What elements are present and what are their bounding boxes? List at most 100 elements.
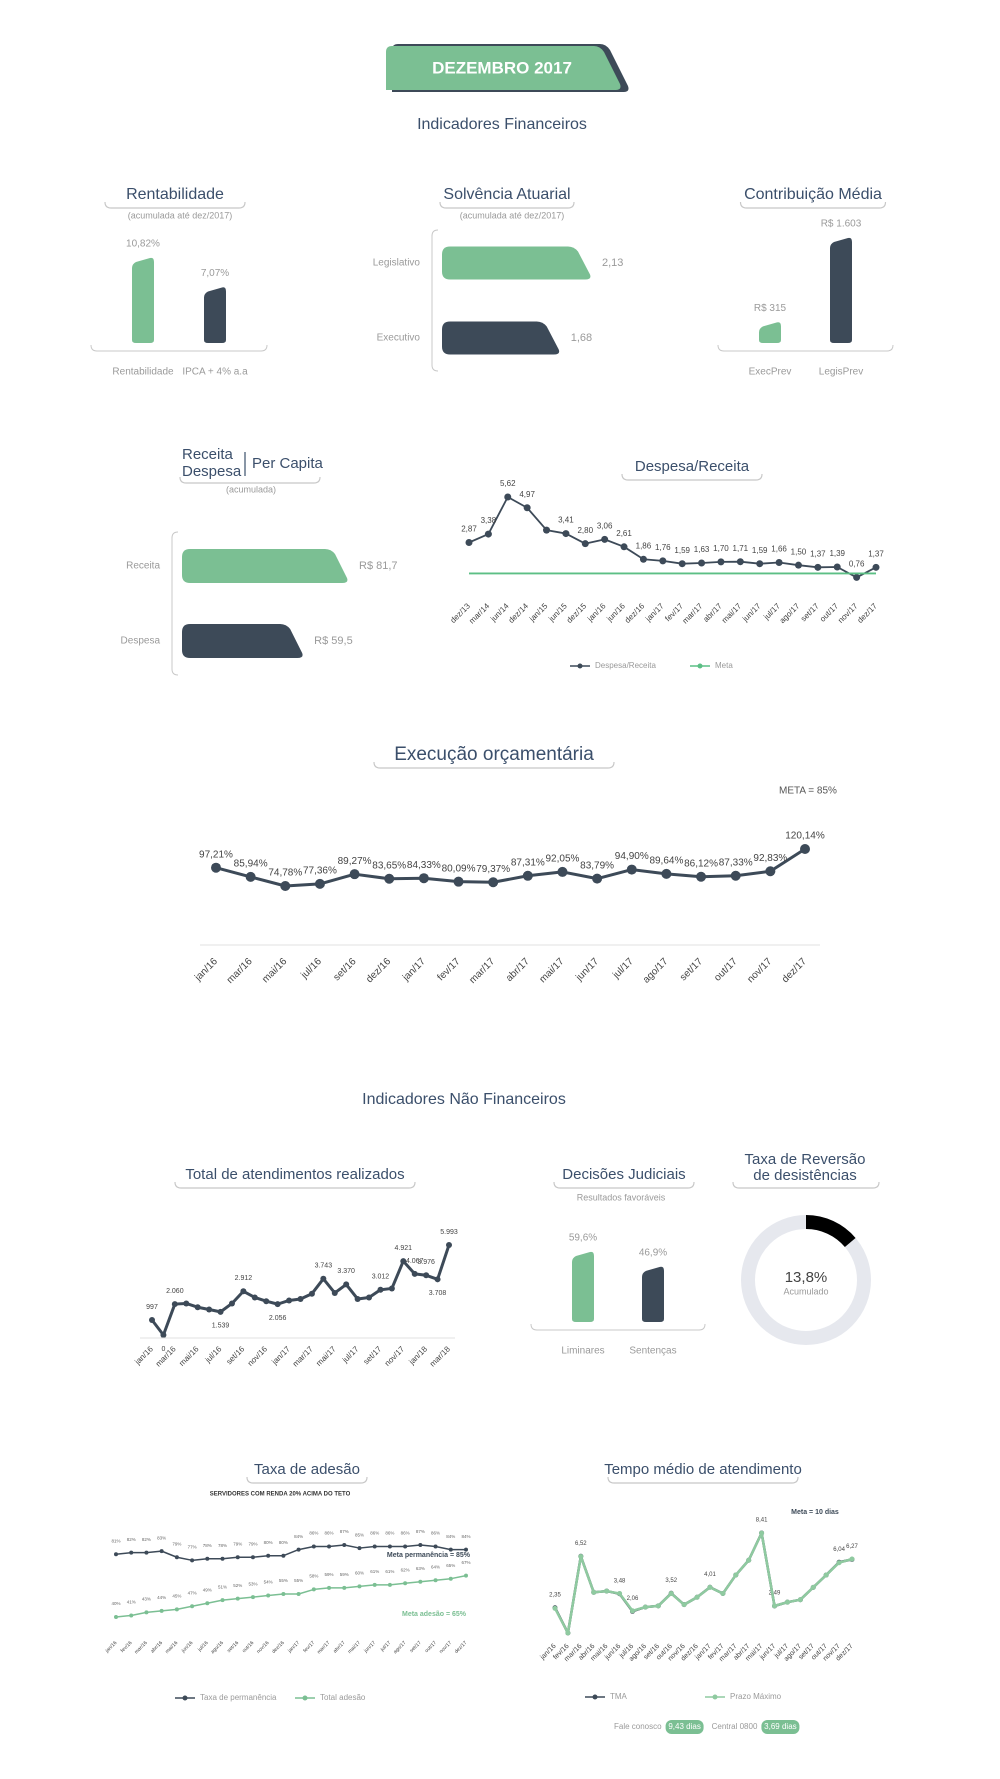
axis-bracket [717, 344, 894, 352]
point [251, 1294, 258, 1301]
point [320, 1275, 327, 1282]
value-label: 7,07% [201, 268, 229, 279]
point [266, 1553, 271, 1558]
value-label: 2.056 [269, 1315, 287, 1322]
category-label: Despesa [121, 636, 161, 647]
line [553, 1531, 853, 1635]
value-label: 2,80 [577, 526, 593, 535]
x-tick-label: jan/16 [192, 956, 220, 984]
value-label: 86% [309, 1531, 318, 1536]
value-label: 87% [340, 1529, 349, 1534]
value-label: 83,65% [372, 860, 406, 871]
x-tick-label: nov/16 [246, 1344, 270, 1368]
point [581, 540, 589, 548]
point [114, 1552, 118, 1557]
x-tick-label: ago/17 [778, 601, 802, 625]
x-tick-label: dez/14 [507, 601, 531, 625]
x-tick-label: out/16 [241, 1640, 255, 1654]
value-label: 2,87 [461, 525, 477, 534]
point [403, 1581, 408, 1586]
value-label: 1,37 [868, 549, 884, 558]
value-label: 10,82% [126, 239, 160, 250]
value-label: 1,86 [636, 541, 652, 550]
point [853, 573, 861, 581]
value-label: 5.993 [440, 1229, 458, 1236]
point [281, 1592, 286, 1597]
point [800, 844, 810, 854]
point [464, 1573, 468, 1578]
value-label: 55% [294, 1578, 303, 1583]
point [604, 1588, 610, 1594]
value-label: 87,31% [511, 857, 545, 868]
value-label: 58% [309, 1574, 318, 1579]
value-label: 81% [111, 1538, 120, 1543]
value-label: R$ 315 [754, 303, 787, 314]
chart-title: Solvência Atuarial [443, 186, 570, 203]
point [578, 1554, 584, 1560]
value-label: 85% [355, 1532, 364, 1537]
x-tick-label: jan/17 [643, 601, 666, 624]
line [468, 496, 877, 579]
value-label: 43% [142, 1597, 151, 1602]
chart-title: Taxa de Reversão [745, 1151, 866, 1168]
point [446, 1242, 452, 1248]
point [849, 1556, 855, 1562]
value-label: R$ 1.603 [821, 219, 862, 230]
x-tick-label: ago/17 [641, 956, 671, 986]
point [418, 1543, 423, 1547]
point [784, 1599, 790, 1605]
point [418, 873, 429, 884]
category-label: IPCA + 4% a.a [182, 367, 248, 378]
x-tick-label: mar/17 [291, 1344, 315, 1368]
value-label: 55% [279, 1578, 288, 1583]
x-tick-label: nov/17 [745, 956, 774, 985]
category-label: ExecPrev [749, 367, 792, 378]
axis-bracket [90, 344, 268, 352]
x-tick-label: dez/17 [856, 601, 880, 625]
legend-marker [712, 1694, 718, 1700]
value-label: 0,76 [849, 560, 865, 569]
value-label: 63% [416, 1566, 425, 1571]
x-tick-label: mai/16 [177, 1344, 201, 1368]
point [717, 558, 725, 566]
value-label: 74,78% [268, 868, 302, 879]
line [553, 1531, 853, 1635]
bar [759, 322, 781, 343]
value-label: 77,36% [303, 866, 337, 877]
value-label: 1,76 [655, 543, 671, 552]
value-label: 2,49 [769, 1591, 781, 1597]
point [448, 1576, 453, 1581]
value-label: 67% [461, 1560, 470, 1565]
bar [182, 549, 348, 583]
point [250, 1555, 255, 1560]
point [617, 1591, 623, 1597]
x-tick-label: jan/17 [286, 1640, 301, 1655]
point [263, 1298, 270, 1305]
value-label: 1.539 [212, 1323, 230, 1330]
value-label: 3.708 [429, 1290, 447, 1297]
point [661, 868, 672, 879]
value-label: 2.912 [235, 1275, 253, 1282]
value-label: 41% [127, 1600, 136, 1605]
title-underline [607, 1476, 799, 1484]
bar [132, 257, 154, 343]
category-label: Executivo [377, 333, 421, 344]
point [366, 1294, 373, 1301]
value-label: 53% [248, 1581, 257, 1586]
point [698, 559, 706, 567]
point [552, 1605, 558, 1611]
point [720, 1591, 726, 1597]
value-label: 1,71 [733, 544, 749, 553]
title-underline [621, 473, 763, 481]
title-underline [104, 201, 246, 209]
legend-label: Meta [715, 661, 733, 670]
value-label: 1,59 [674, 546, 690, 555]
value-label: 6,27 [846, 1544, 858, 1550]
title-underline [373, 761, 615, 769]
value-label: 59,6% [569, 1233, 597, 1244]
x-tick-label: dez/17 [780, 956, 809, 985]
value-label: 4.067 [406, 1258, 424, 1265]
value-label: 1,68 [571, 332, 592, 344]
point [235, 1596, 240, 1601]
x-tick-label: mai/17 [314, 1344, 338, 1368]
